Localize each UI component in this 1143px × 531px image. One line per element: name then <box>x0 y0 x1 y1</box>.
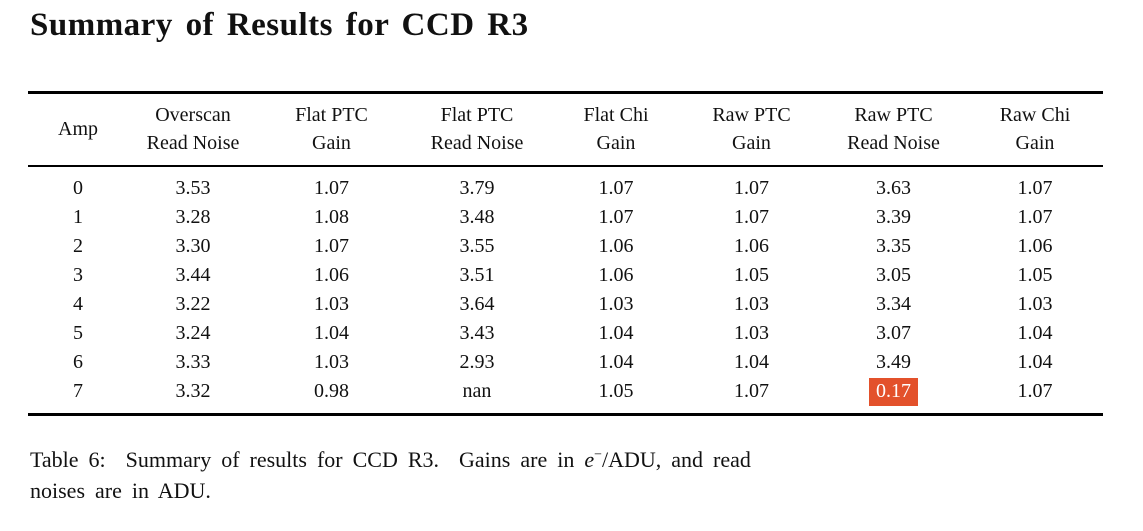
cell-flat-ptc-read-noise: 3.79 <box>459 177 495 199</box>
cell-flat-ptc-read-noise: 3.51 <box>459 264 495 286</box>
column-header-raw-ptc-gain: Raw PTC Gain <box>712 104 791 154</box>
cell-raw-chi-gain: 1.07 <box>1017 177 1053 199</box>
caption-text-line1-suffix: /ADU, and read <box>602 447 751 472</box>
caption-text-line2: noises are in ADU. <box>30 478 211 503</box>
cell-overscan-read-noise: 3.28 <box>175 206 211 228</box>
cell-flat-ptc-gain: 1.07 <box>314 177 349 199</box>
cell-raw-chi-gain: 1.03 <box>1017 293 1053 315</box>
column-header-amp: Amp <box>58 118 98 140</box>
cell-raw-ptc-read-noise: 3.35 <box>876 235 911 257</box>
cell-raw-ptc-read-noise: 3.39 <box>876 206 911 228</box>
table-row-amp-7: 7 3.32 0.98 nan 1.05 1.07 0.17 1.07 <box>28 377 1103 415</box>
cell-raw-ptc-gain: 1.06 <box>734 235 769 257</box>
cell-raw-ptc-gain: 1.07 <box>734 177 769 199</box>
column-header-flat-ptc-read-noise: Flat PTC Read Noise <box>430 104 524 154</box>
cell-flat-ptc-gain: 1.04 <box>314 322 349 344</box>
cell-raw-chi-gain: 1.05 <box>1017 264 1053 286</box>
column-header-overscan-read-noise: Overscan Read Noise <box>146 104 240 154</box>
cell-amp: 0 <box>73 177 83 199</box>
cell-raw-ptc-gain: 1.03 <box>734 322 769 344</box>
cell-raw-chi-gain: 1.06 <box>1017 235 1053 257</box>
document-page: Summary of Results for CCD R3 Amp Oversc… <box>28 7 1143 506</box>
cell-raw-chi-gain: 1.04 <box>1017 322 1053 344</box>
column-header-flat-chi-gain: Flat Chi Gain <box>583 104 649 154</box>
cell-overscan-read-noise: 3.44 <box>175 264 211 286</box>
table-row-amp-5: 5 3.24 1.04 3.43 1.04 1.03 3.07 1.04 <box>28 319 1103 348</box>
cell-flat-ptc-gain: 1.08 <box>314 206 349 228</box>
cell-flat-ptc-read-noise: 3.64 <box>459 293 495 315</box>
cell-overscan-read-noise: 3.24 <box>175 322 211 344</box>
page-title: Summary of Results for CCD R3 <box>30 7 529 43</box>
table-body: 0 3.53 1.07 3.79 1.07 1.07 3.63 1.07 1 3… <box>28 166 1103 415</box>
cell-amp: 4 <box>73 293 83 315</box>
cell-flat-chi-gain: 1.07 <box>598 177 634 199</box>
cell-overscan-read-noise: 3.53 <box>175 177 211 199</box>
cell-flat-ptc-read-noise: 3.48 <box>459 206 495 228</box>
cell-amp: 5 <box>73 322 83 344</box>
cell-raw-ptc-read-noise: 3.49 <box>876 351 911 373</box>
cell-flat-chi-gain: 1.05 <box>598 380 634 402</box>
cell-raw-ptc-read-noise: 0.17 <box>820 377 967 415</box>
cell-raw-chi-gain: 1.07 <box>1017 380 1053 402</box>
header-row: Amp Overscan Read Noise Flat PTC Gain Flat… <box>28 93 1103 166</box>
cell-amp: 2 <box>73 235 83 257</box>
column-header-flat-ptc-gain: Flat PTC Gain <box>295 104 368 154</box>
cell-flat-ptc-read-noise: 3.43 <box>459 322 495 344</box>
table-row-amp-6: 6 3.33 1.03 2.93 1.04 1.04 3.49 1.04 <box>28 348 1103 377</box>
cell-flat-chi-gain: 1.04 <box>598 351 634 373</box>
cell-raw-ptc-gain: 1.07 <box>734 380 769 402</box>
cell-flat-ptc-read-noise: 3.55 <box>459 235 495 257</box>
cell-amp: 3 <box>73 264 83 286</box>
cell-raw-ptc-read-noise: 3.63 <box>876 177 911 199</box>
table-header: Amp Overscan Read Noise Flat PTC Gain Flat… <box>28 93 1103 166</box>
electron-symbol: e <box>584 447 595 472</box>
cell-flat-ptc-read-noise: nan <box>462 380 492 402</box>
cell-amp: 6 <box>73 351 83 373</box>
cell-overscan-read-noise: 3.30 <box>175 235 211 257</box>
cell-flat-ptc-gain: 1.06 <box>314 264 349 286</box>
cell-raw-ptc-gain: 1.07 <box>734 206 769 228</box>
cell-flat-ptc-gain: 0.98 <box>314 380 349 402</box>
cell-flat-chi-gain: 1.03 <box>598 293 634 315</box>
cell-flat-ptc-gain: 1.07 <box>314 235 349 257</box>
cell-flat-ptc-gain: 1.03 <box>314 351 349 373</box>
cell-raw-ptc-read-noise: 3.34 <box>876 293 911 315</box>
table-row-amp-3: 3 3.44 1.06 3.51 1.06 1.05 3.05 1.05 <box>28 261 1103 290</box>
cell-flat-ptc-read-noise: 2.93 <box>459 351 495 373</box>
cell-raw-ptc-gain: 1.03 <box>734 293 769 315</box>
cell-raw-ptc-gain: 1.04 <box>734 351 769 373</box>
caption-text-line1-prefix: Table 6: Summary of results for CCD R3. … <box>30 447 585 472</box>
cell-amp: 1 <box>73 206 83 228</box>
electron-superscript-minus: − <box>594 447 602 463</box>
cell-flat-ptc-gain: 1.03 <box>314 293 349 315</box>
cell-overscan-read-noise: 3.32 <box>175 380 211 402</box>
cell-raw-chi-gain: 1.07 <box>1017 206 1053 228</box>
cell-raw-ptc-read-noise: 3.05 <box>876 264 911 286</box>
cell-flat-chi-gain: 1.04 <box>598 322 634 344</box>
cell-overscan-read-noise: 3.22 <box>175 293 211 315</box>
cell-raw-ptc-gain: 1.05 <box>734 264 769 286</box>
cell-flat-chi-gain: 1.06 <box>598 235 634 257</box>
column-header-raw-ptc-read-noise: Raw PTC Read Noise <box>847 104 940 154</box>
cell-amp: 7 <box>73 380 83 402</box>
cell-flat-chi-gain: 1.07 <box>598 206 634 228</box>
highlighted-value: 0.17 <box>869 377 918 406</box>
results-table: Amp Overscan Read Noise Flat PTC Gain Flat… <box>28 91 1103 416</box>
table-caption: Table 6: Summary of results for CCD R3. … <box>30 444 1143 506</box>
table-row-amp-4: 4 3.22 1.03 3.64 1.03 1.03 3.34 1.03 <box>28 290 1103 319</box>
cell-overscan-read-noise: 3.33 <box>175 351 211 373</box>
cell-flat-chi-gain: 1.06 <box>598 264 634 286</box>
column-header-raw-chi-gain: Raw Chi Gain <box>999 104 1071 154</box>
table-row-amp-2: 2 3.30 1.07 3.55 1.06 1.06 3.35 1.06 <box>28 232 1103 261</box>
table-row-amp-0: 0 3.53 1.07 3.79 1.07 1.07 3.63 1.07 <box>28 166 1103 203</box>
cell-raw-ptc-read-noise: 3.07 <box>876 322 911 344</box>
cell-raw-chi-gain: 1.04 <box>1017 351 1053 373</box>
table-row-amp-1: 1 3.28 1.08 3.48 1.07 1.07 3.39 1.07 <box>28 203 1103 232</box>
